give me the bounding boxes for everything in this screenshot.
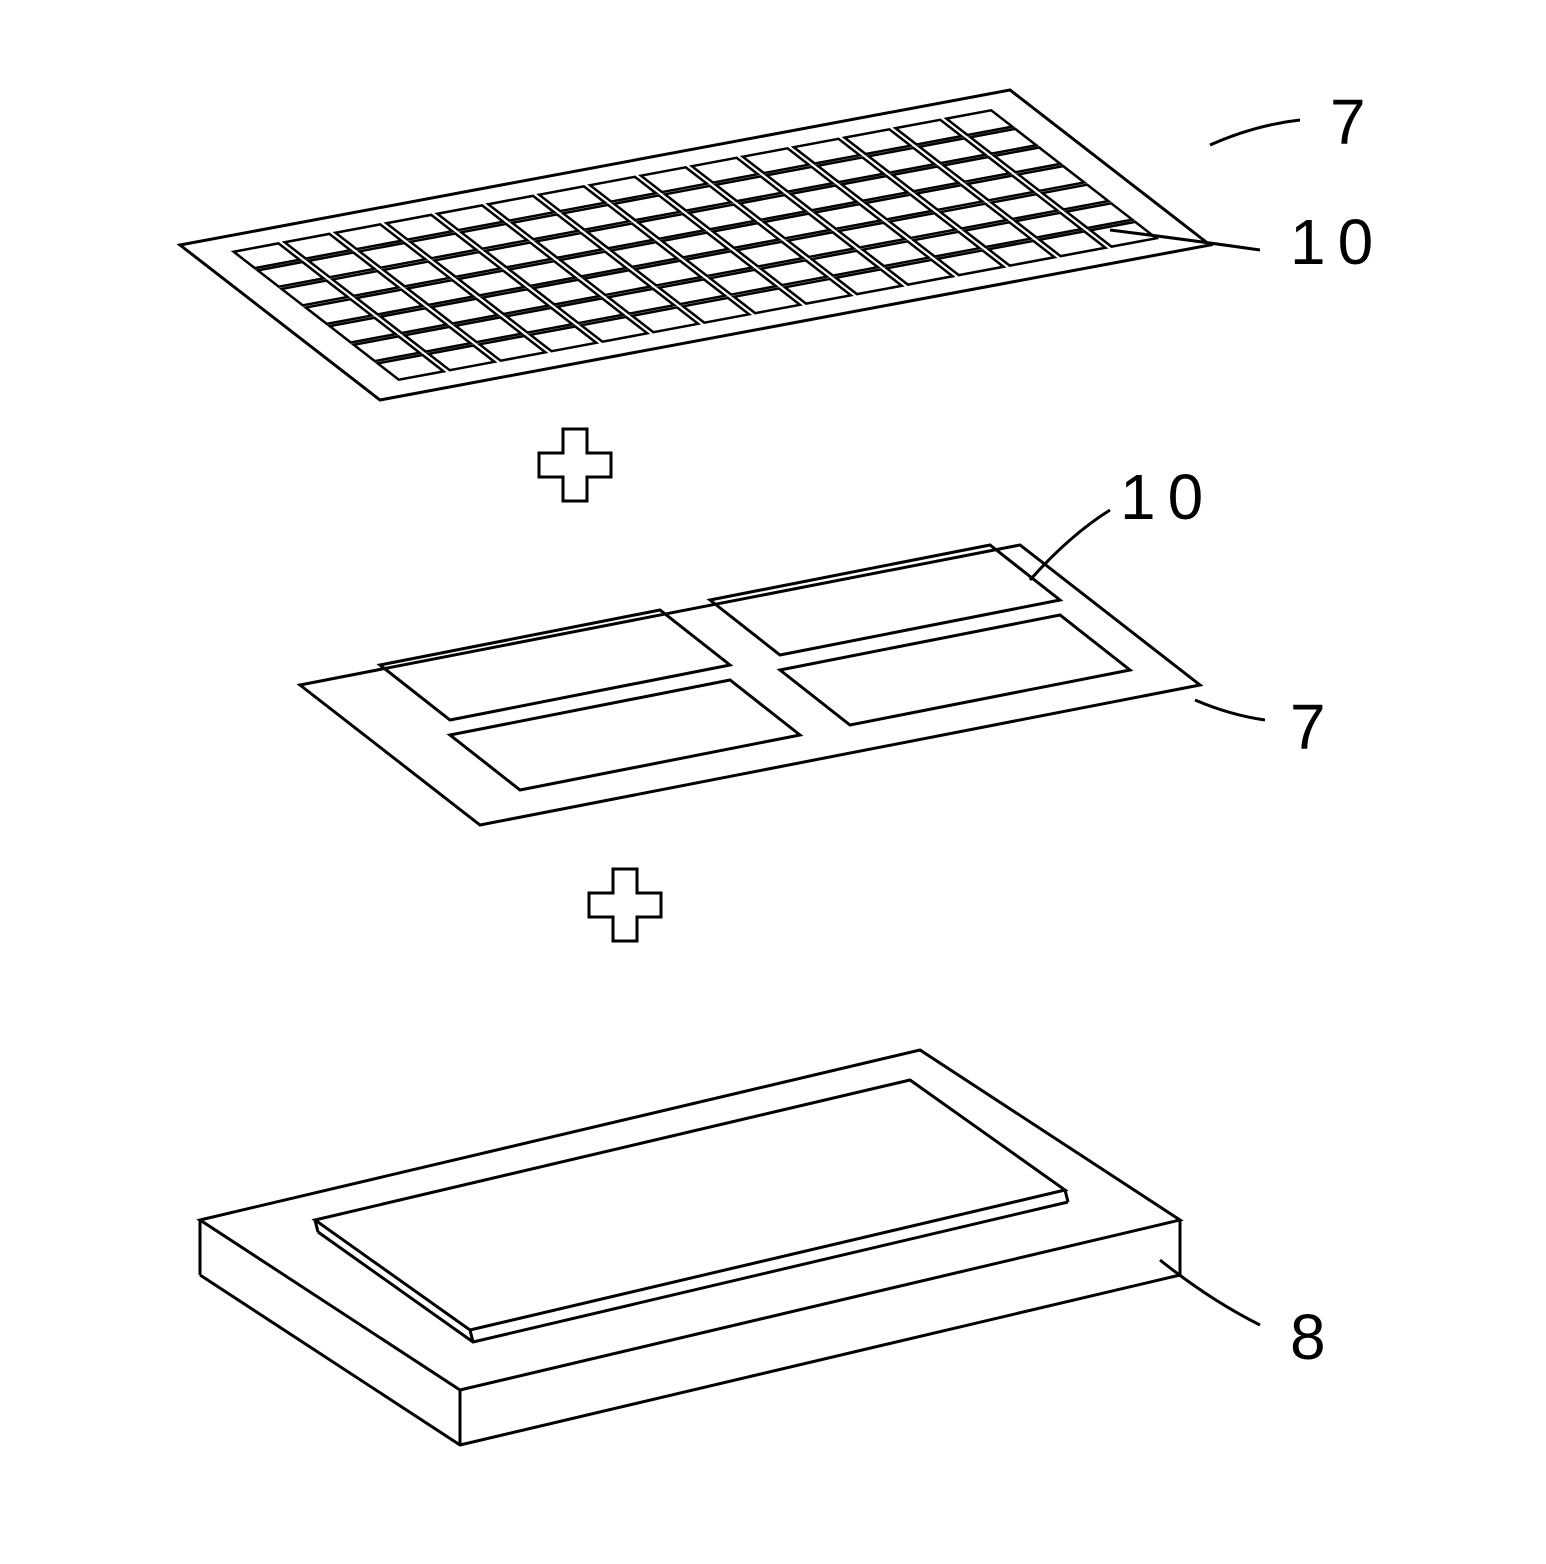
- mid-quad-plate: [300, 510, 1265, 825]
- leader-line-10-mid: [1030, 510, 1110, 580]
- bottom-tray: [200, 1050, 1260, 1445]
- plus-connector-2: [589, 869, 661, 941]
- leader-line-7-mid: [1195, 700, 1265, 720]
- label-10-mid: 10: [1120, 460, 1215, 534]
- quad-cell-tl: [380, 610, 730, 720]
- label-10-top: 10: [1290, 205, 1385, 279]
- label-7-top: 7: [1330, 85, 1378, 159]
- label-7-mid: 7: [1290, 690, 1338, 764]
- label-8: 8: [1290, 1300, 1338, 1374]
- diagram-svg: [100, 50, 1446, 1514]
- leader-line-7-top: [1210, 120, 1300, 145]
- leader-line-8: [1160, 1260, 1260, 1325]
- top-mesh-plate: [180, 90, 1300, 400]
- quad-cell-tr: [710, 545, 1060, 655]
- assembly-diagram: [100, 50, 1446, 1514]
- plus-connector-1: [539, 429, 611, 501]
- leader-line-10-top: [1110, 230, 1260, 250]
